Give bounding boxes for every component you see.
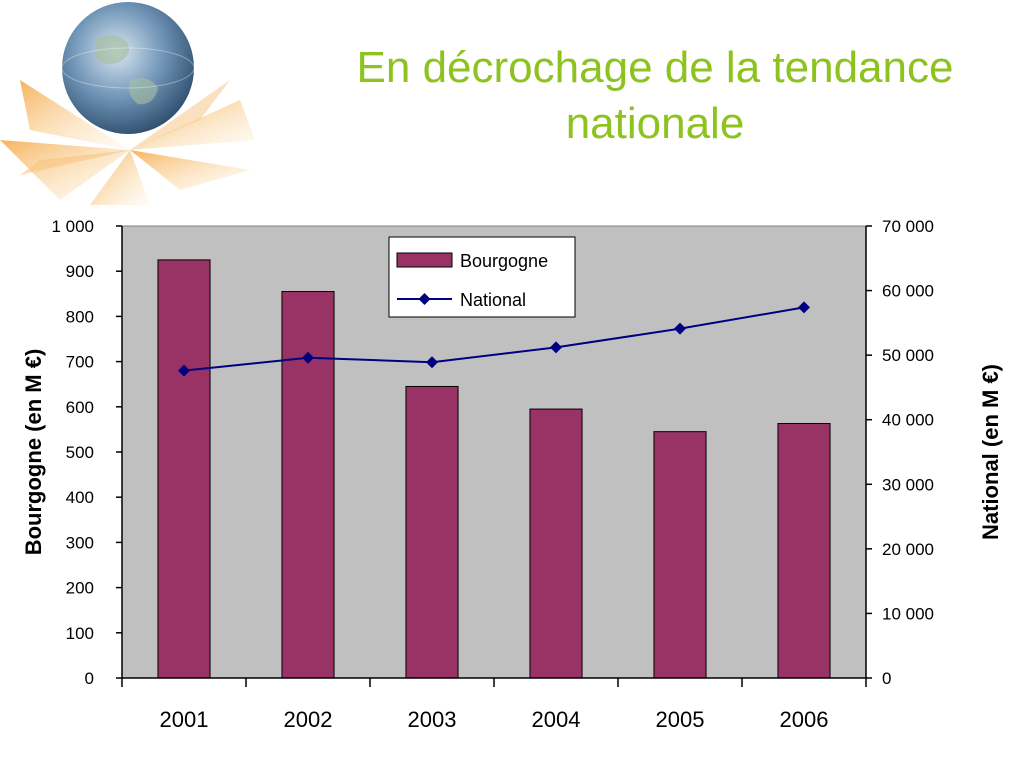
national-series-line <box>183 306 805 372</box>
legend-box <box>388 236 576 318</box>
x-tick-label: 2005 <box>656 707 705 732</box>
legend: Bourgogne National <box>388 236 576 318</box>
chart-axes: 0 100 200 300 400 500 600 700 800 900 1 000 0 10 000… <box>51 217 934 732</box>
y-tick-label-right: 50 000 <box>882 346 934 365</box>
y-tick-label-right: 70 000 <box>882 217 934 236</box>
x-tick-label: 2004 <box>532 707 581 732</box>
x-tick-label: 2006 <box>780 707 829 732</box>
y-tick-label-left: 1 000 <box>51 217 94 236</box>
national-point-2003 <box>426 356 438 369</box>
y-tick-label-right: 40 000 <box>882 411 934 430</box>
national-point-2002 <box>302 351 314 364</box>
x-tick-label: 2002 <box>284 707 333 732</box>
y-tick-label-left: 200 <box>66 579 94 598</box>
legend-bourgogne-label: Bourgogne <box>460 251 548 271</box>
y-tick-label-right: 60 000 <box>882 282 934 301</box>
bar-2001 <box>157 259 211 679</box>
globe-logo <box>0 2 255 205</box>
y-tick-label-right: 30 000 <box>882 475 934 494</box>
legend-national-marker <box>418 293 431 305</box>
x-tick-label: 2001 <box>160 707 209 732</box>
slide-title: En décrochage de la tendance nationale <box>356 43 954 148</box>
y-tick-label-left: 900 <box>66 262 94 281</box>
national-point-2001 <box>178 364 190 377</box>
bar-2002 <box>281 291 335 679</box>
national-point-2006 <box>798 301 810 314</box>
y-tick-label-right: 10 000 <box>882 604 934 623</box>
legend-bourgogne-swatch <box>396 252 453 268</box>
y-axis-label-left: Bourgogne (en M €) <box>21 349 46 556</box>
bar-2003 <box>405 385 459 679</box>
y-tick-label-left: 300 <box>66 533 94 552</box>
national-point-2004 <box>550 341 562 354</box>
y-tick-label-right: 20 000 <box>882 540 934 559</box>
y-tick-label-right: 0 <box>882 669 891 688</box>
y-tick-label-left: 800 <box>66 307 94 326</box>
y-tick-label-left: 400 <box>66 488 94 507</box>
bar-2006 <box>777 423 831 679</box>
bourgogne-bars <box>157 259 831 679</box>
national-line <box>178 301 810 377</box>
y-tick-label-left: 700 <box>66 353 94 372</box>
y-tick-label-left: 600 <box>66 398 94 417</box>
bar-2004 <box>529 408 583 679</box>
y-tick-label-left: 0 <box>85 669 94 688</box>
y-tick-label-left: 100 <box>66 624 94 643</box>
y-tick-label-left: 500 <box>66 443 94 462</box>
bar-2005 <box>653 431 707 679</box>
national-point-2005 <box>674 322 686 335</box>
legend-national-label: National <box>460 290 526 310</box>
bar-line-chart: 0 100 200 300 400 500 600 700 800 900 1 000 0 10 000… <box>21 217 1003 732</box>
y-axis-label-right: National (en M €) <box>978 364 1003 540</box>
x-tick-label: 2003 <box>408 707 457 732</box>
